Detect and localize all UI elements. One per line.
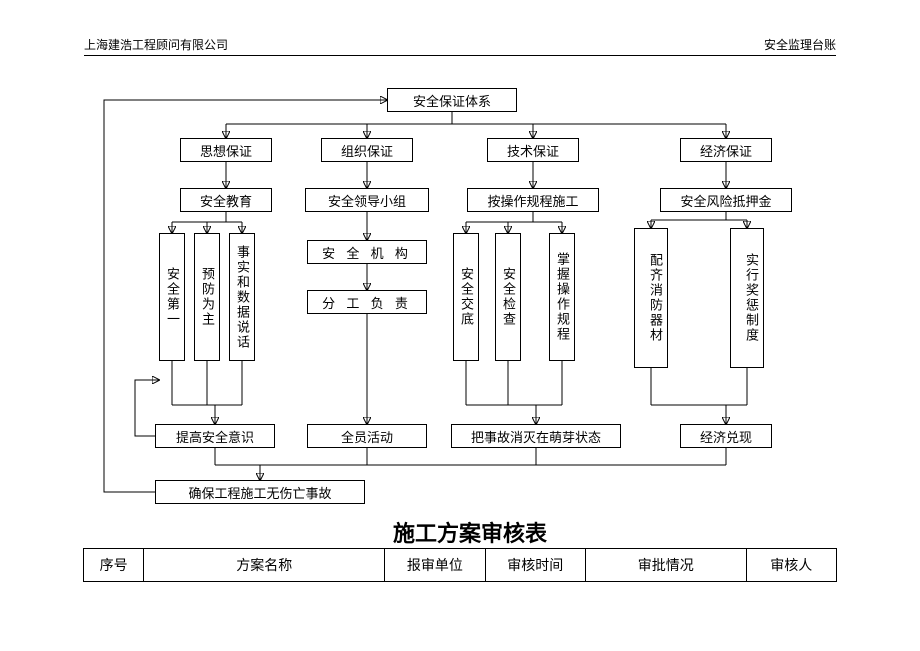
page: 上海建浩工程顾问有限公司 安全监理台账: [0, 0, 920, 651]
node-v1: 安全第一: [159, 233, 185, 361]
node-b4: 经济兑现: [680, 424, 772, 448]
node-r2a: 安全教育: [180, 188, 272, 212]
node-v2: 预防为主: [194, 233, 220, 361]
node-r2d: 安全风险抵押金: [660, 188, 792, 212]
th-unit: 报审单位: [385, 549, 485, 582]
th-plan: 方案名称: [144, 549, 385, 582]
header: 上海建浩工程顾问有限公司 安全监理台账: [84, 36, 836, 56]
node-v4: 安 全 机 构: [307, 240, 427, 264]
node-c4: 经济保证: [680, 138, 772, 162]
th-status: 审批情况: [585, 549, 746, 582]
node-v3: 事实和数据说话: [229, 233, 255, 361]
th-seq: 序号: [84, 549, 144, 582]
node-c2: 组织保证: [321, 138, 413, 162]
table-title: 施工方案审核表: [340, 516, 600, 548]
node-c3: 技术保证: [487, 138, 579, 162]
node-v6: 安全交底: [453, 233, 479, 361]
node-b3: 把事故消灭在萌芽状态: [451, 424, 621, 448]
review-table: 序号 方案名称 报审单位 审核时间 审批情况 审核人: [83, 548, 837, 582]
header-left: 上海建浩工程顾问有限公司: [84, 36, 228, 53]
node-c1: 思想保证: [180, 138, 272, 162]
node-v7: 安全检查: [495, 233, 521, 361]
node-r2b: 安全领导小组: [305, 188, 429, 212]
node-v5: 分 工 负 责: [307, 290, 427, 314]
header-right: 安全监理台账: [764, 36, 836, 53]
th-reviewer: 审核人: [746, 549, 836, 582]
node-r2c: 按操作规程施工: [467, 188, 599, 212]
node-v10: 实行奖惩制度: [730, 228, 764, 368]
th-time: 审核时间: [485, 549, 585, 582]
node-b2: 全员活动: [307, 424, 427, 448]
node-root: 安全保证体系: [387, 88, 517, 112]
node-b1: 提高安全意识: [155, 424, 275, 448]
table-header-row: 序号 方案名称 报审单位 审核时间 审批情况 审核人: [84, 549, 837, 582]
node-v9: 配齐消防器材: [634, 228, 668, 368]
node-v8: 掌握操作规程: [549, 233, 575, 361]
node-final: 确保工程施工无伤亡事故: [155, 480, 365, 504]
